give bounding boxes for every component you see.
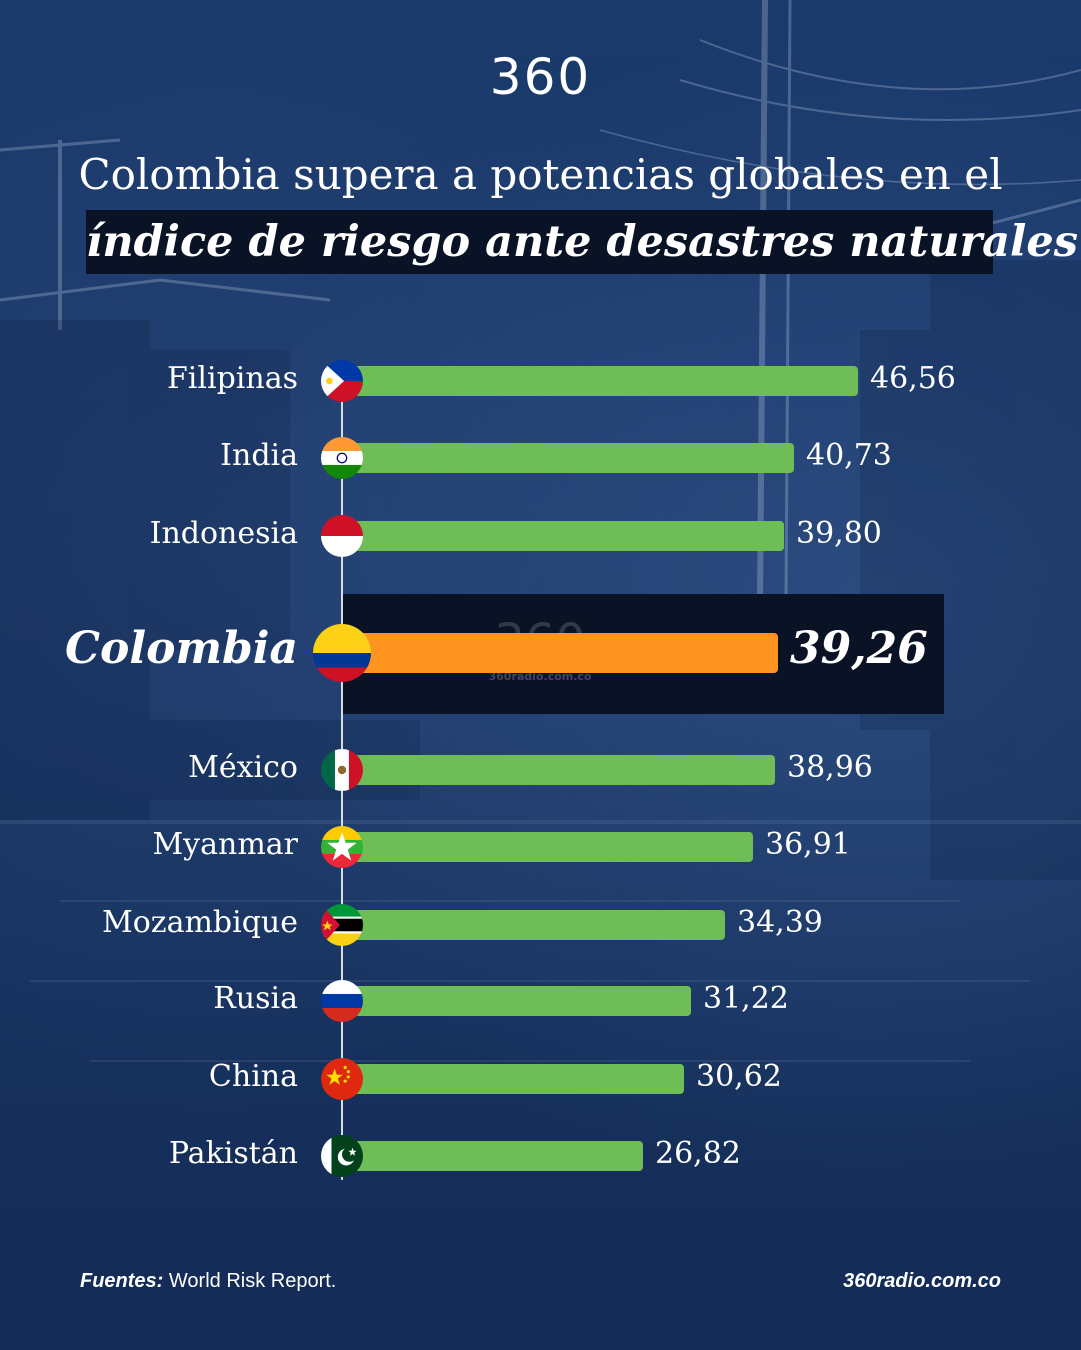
- value-label: 39,80: [796, 516, 882, 551]
- source-note: Fuentes: World Risk Report.: [80, 1270, 336, 1293]
- category-label: Myanmar: [152, 827, 298, 862]
- footer-site: 360radio.com.co: [843, 1270, 1001, 1292]
- philippines-flag-icon: [321, 360, 363, 402]
- bar-mozambique: [350, 910, 725, 940]
- value-label: 38,96: [787, 750, 873, 785]
- bar-china: [350, 1064, 684, 1094]
- category-label: Mozambique: [102, 905, 298, 940]
- category-label: Colombia: [65, 623, 298, 674]
- category-label: Filipinas: [166, 361, 298, 396]
- value-label: 26,82: [655, 1136, 741, 1171]
- category-label: India: [220, 438, 298, 473]
- bar-myanmar: [350, 832, 753, 862]
- bar-filipinas: [350, 366, 858, 396]
- india-flag-icon: [321, 437, 363, 479]
- source-label: Fuentes:: [80, 1270, 164, 1292]
- bar-pakistán: [350, 1141, 643, 1171]
- category-label: México: [188, 750, 298, 785]
- source-text: World Risk Report.: [163, 1270, 337, 1292]
- category-label: China: [208, 1059, 298, 1094]
- mozambique-flag-icon: [321, 904, 363, 946]
- value-label: 31,22: [703, 981, 789, 1016]
- brand-logo: 360: [489, 48, 592, 106]
- category-label: Rusia: [213, 981, 298, 1016]
- myanmar-flag-icon: [321, 826, 363, 868]
- value-label: 36,91: [765, 827, 851, 862]
- mexico-flag-icon: [321, 749, 363, 791]
- category-label: Indonesia: [149, 516, 298, 551]
- colombia-flag-icon: [313, 624, 371, 682]
- china-flag-icon: [321, 1058, 363, 1100]
- value-label: 30,62: [696, 1059, 782, 1094]
- pakistan-flag-icon: [321, 1135, 363, 1177]
- title-line-1: Colombia supera a potencias globales en …: [78, 150, 1003, 199]
- value-label: 40,73: [806, 438, 892, 473]
- value-label: 46,56: [870, 361, 956, 396]
- category-label: Pakistán: [168, 1136, 298, 1171]
- watermark-site: 360radio.com.co: [488, 670, 592, 683]
- title-highlight-box: [86, 210, 993, 274]
- value-label: 34,39: [737, 905, 823, 940]
- bar-méxico: [350, 755, 775, 785]
- bar-india: [350, 443, 794, 473]
- bar-indonesia: [350, 521, 784, 551]
- title-line-2: índice de riesgo ante desastres naturale…: [86, 217, 1078, 267]
- russia-flag-icon: [321, 980, 363, 1022]
- value-label: 39,26: [790, 623, 928, 674]
- indonesia-flag-icon: [321, 515, 363, 557]
- bar-rusia: [350, 986, 691, 1016]
- bar-colombia: [352, 633, 778, 673]
